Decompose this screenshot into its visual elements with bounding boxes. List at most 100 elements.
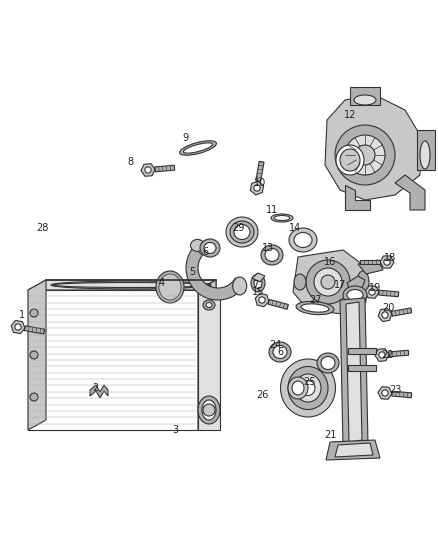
Ellipse shape bbox=[203, 300, 215, 310]
Circle shape bbox=[30, 351, 38, 359]
Polygon shape bbox=[28, 280, 46, 430]
Ellipse shape bbox=[251, 274, 265, 292]
Text: 21: 21 bbox=[324, 430, 336, 440]
Circle shape bbox=[382, 312, 388, 318]
Bar bbox=[348, 365, 376, 371]
Ellipse shape bbox=[200, 239, 220, 257]
Ellipse shape bbox=[294, 274, 306, 290]
Text: 11: 11 bbox=[266, 205, 278, 215]
Circle shape bbox=[355, 145, 375, 165]
Text: 4: 4 bbox=[159, 278, 165, 288]
Text: 13: 13 bbox=[262, 243, 274, 253]
Ellipse shape bbox=[232, 222, 252, 242]
Polygon shape bbox=[379, 290, 399, 297]
Text: 7: 7 bbox=[252, 280, 258, 290]
Ellipse shape bbox=[273, 345, 287, 359]
Ellipse shape bbox=[280, 359, 336, 417]
Ellipse shape bbox=[204, 243, 216, 254]
Ellipse shape bbox=[180, 141, 216, 155]
Polygon shape bbox=[358, 260, 383, 274]
Polygon shape bbox=[252, 273, 265, 282]
Text: 19: 19 bbox=[369, 283, 381, 293]
Text: 24: 24 bbox=[269, 340, 281, 350]
Polygon shape bbox=[198, 280, 216, 430]
Polygon shape bbox=[365, 286, 379, 298]
Ellipse shape bbox=[198, 396, 220, 424]
Polygon shape bbox=[392, 308, 412, 316]
Circle shape bbox=[254, 185, 260, 191]
Ellipse shape bbox=[343, 286, 367, 304]
Text: 15: 15 bbox=[252, 287, 264, 297]
Text: 1: 1 bbox=[19, 310, 25, 320]
Text: 26: 26 bbox=[256, 390, 268, 400]
Text: 10: 10 bbox=[254, 178, 266, 188]
Ellipse shape bbox=[156, 271, 184, 303]
Polygon shape bbox=[380, 256, 394, 268]
Circle shape bbox=[384, 259, 390, 265]
Ellipse shape bbox=[301, 304, 329, 312]
Text: 3: 3 bbox=[172, 425, 178, 435]
Polygon shape bbox=[255, 293, 269, 307]
Ellipse shape bbox=[234, 224, 250, 239]
Polygon shape bbox=[198, 280, 216, 430]
Ellipse shape bbox=[357, 271, 369, 293]
Text: 14: 14 bbox=[289, 223, 301, 233]
Polygon shape bbox=[347, 276, 365, 290]
Ellipse shape bbox=[288, 367, 328, 409]
Polygon shape bbox=[90, 385, 108, 398]
Text: 22: 22 bbox=[382, 350, 394, 360]
Text: 9: 9 bbox=[182, 133, 188, 143]
Ellipse shape bbox=[265, 248, 279, 262]
Ellipse shape bbox=[321, 357, 335, 369]
Ellipse shape bbox=[340, 149, 360, 171]
Polygon shape bbox=[268, 300, 288, 309]
Polygon shape bbox=[340, 298, 368, 447]
Polygon shape bbox=[186, 247, 246, 300]
Polygon shape bbox=[256, 161, 264, 182]
Circle shape bbox=[145, 167, 151, 173]
Ellipse shape bbox=[51, 281, 211, 289]
Ellipse shape bbox=[288, 377, 308, 399]
Text: 12: 12 bbox=[344, 110, 356, 120]
Circle shape bbox=[30, 393, 38, 401]
Ellipse shape bbox=[191, 239, 205, 252]
Bar bbox=[350, 87, 380, 105]
Text: 6: 6 bbox=[277, 347, 283, 357]
Ellipse shape bbox=[269, 342, 291, 362]
Ellipse shape bbox=[159, 274, 181, 300]
Polygon shape bbox=[25, 326, 45, 334]
Polygon shape bbox=[293, 250, 366, 314]
Text: 25: 25 bbox=[304, 377, 316, 387]
Text: 5: 5 bbox=[189, 267, 195, 277]
Ellipse shape bbox=[301, 381, 315, 395]
Circle shape bbox=[314, 268, 342, 296]
Text: 16: 16 bbox=[324, 257, 336, 267]
Ellipse shape bbox=[420, 141, 430, 169]
Polygon shape bbox=[28, 280, 216, 290]
Circle shape bbox=[335, 125, 395, 185]
Polygon shape bbox=[155, 165, 175, 172]
Ellipse shape bbox=[292, 381, 304, 395]
Ellipse shape bbox=[271, 214, 293, 222]
Polygon shape bbox=[378, 386, 392, 399]
Polygon shape bbox=[389, 350, 409, 357]
Polygon shape bbox=[325, 95, 420, 200]
Polygon shape bbox=[251, 181, 264, 195]
Polygon shape bbox=[360, 260, 380, 264]
Circle shape bbox=[259, 297, 265, 303]
Circle shape bbox=[306, 260, 350, 304]
Polygon shape bbox=[326, 440, 380, 460]
Polygon shape bbox=[378, 309, 392, 321]
Ellipse shape bbox=[354, 95, 376, 105]
Ellipse shape bbox=[161, 277, 179, 297]
Polygon shape bbox=[335, 443, 373, 457]
Polygon shape bbox=[346, 302, 362, 442]
Ellipse shape bbox=[230, 221, 254, 243]
Polygon shape bbox=[141, 164, 155, 176]
Ellipse shape bbox=[347, 289, 363, 301]
Ellipse shape bbox=[336, 145, 364, 175]
Circle shape bbox=[382, 390, 388, 396]
Polygon shape bbox=[395, 175, 425, 210]
Circle shape bbox=[203, 404, 215, 416]
Polygon shape bbox=[345, 185, 370, 210]
